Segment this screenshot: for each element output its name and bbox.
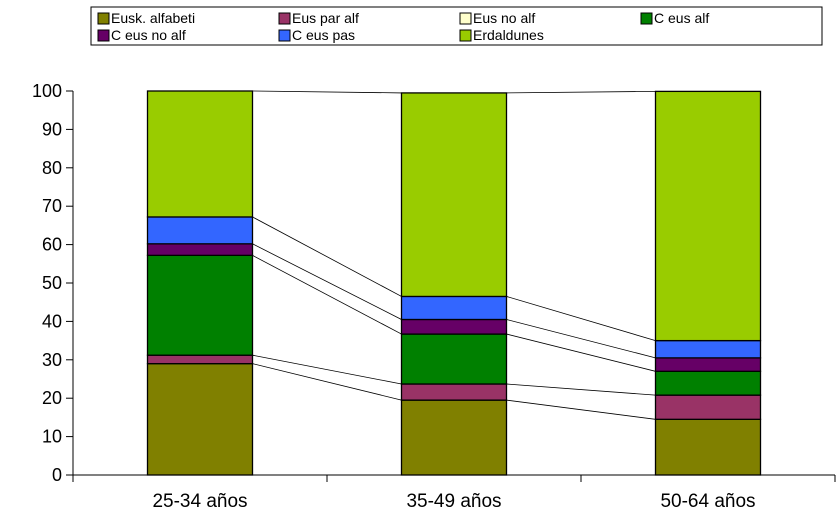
legend-swatch [640,12,653,25]
y-tick-label: 80 [42,158,62,178]
y-tick-label: 40 [42,311,62,331]
series-line [252,90,402,94]
legend-swatch [278,29,291,42]
bar-segment [400,333,508,385]
legend-label: C eus pas [292,27,355,43]
series-line [506,333,656,372]
series-line [506,399,656,420]
y-tick-label: 0 [52,465,62,485]
legend-label: C eus no alf [111,27,186,43]
series-line [252,243,402,320]
bar-stack [400,92,508,476]
bar-segment [654,394,762,420]
legend-item: C eus no alf [97,27,186,43]
legend-item: C eus alf [640,10,709,26]
legend-item: Eusk. alfabeti [97,10,195,26]
bar-segment [400,318,508,335]
bar-segment [654,90,762,342]
y-tick-label: 90 [42,119,62,139]
legend-swatch [278,12,291,25]
bar-segment [654,370,762,396]
legend-label: Erdaldunes [473,27,544,43]
series-line [506,296,656,341]
legend-label: Eus par alf [292,10,359,26]
legend-item: C eus pas [278,27,355,43]
legend-swatch [459,12,472,25]
bar-segment [654,418,762,476]
y-tick-label: 60 [42,235,62,255]
legend-label: Eusk. alfabeti [111,10,195,26]
bar-segment [654,339,762,359]
legend-item: Eus no alf [459,10,535,26]
bar-segment [146,90,254,218]
y-tick-label: 10 [42,427,62,447]
legend: Eusk. alfabeti Eus par alf Eus no alf C eus… [90,6,823,46]
legend-item: Erdaldunes [459,27,544,43]
bar-segment [146,354,254,365]
bar-segment [146,254,254,356]
bar-segment [400,383,508,401]
series-line [252,354,402,385]
series-line [252,254,402,335]
y-tick-label: 100 [32,81,62,101]
legend-box [90,6,823,46]
x-tick-label: 50-64 años [660,491,755,512]
x-axis: 25-34 años 35-49 años 50-64 años [72,474,836,512]
bar-segment [654,357,762,372]
series-line [506,383,656,396]
series-line [252,363,402,401]
y-tick-label: 50 [42,273,62,293]
bar-segment [400,295,508,321]
y-axis: 0 10 20 30 40 50 60 70 80 90 100 [32,81,74,485]
bars [146,90,762,476]
bar-stack [654,90,762,476]
bar-segment [400,92,508,298]
y-tick-label: 30 [42,350,62,370]
series-line [506,90,656,94]
series-line [506,319,656,359]
bar-stack [146,90,254,476]
legend-label: Eus no alf [473,10,535,26]
y-tick-label: 20 [42,388,62,408]
legend-label: C eus alf [654,10,709,26]
legend-item: Eus par alf [278,10,359,26]
y-tick-label: 70 [42,196,62,216]
series-line [252,216,402,297]
x-tick-label: 35-49 años [406,491,501,512]
bar-segment [146,216,254,245]
series-connector-lines [252,90,656,420]
legend-swatch [97,12,110,25]
legend-swatch [459,29,472,42]
bar-segment [146,243,254,257]
x-tick-label: 25-34 años [152,491,247,512]
bar-segment [146,362,254,476]
bar-segment [400,399,508,476]
legend-swatch [97,29,110,42]
